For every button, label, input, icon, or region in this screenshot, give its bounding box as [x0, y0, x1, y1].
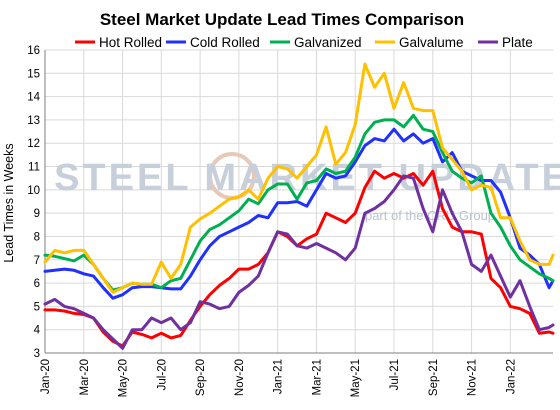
y-tick-label: 15 — [27, 68, 40, 80]
x-tick-label: Nov-20 — [234, 359, 246, 396]
legend-label-galvalume: Galvalume — [399, 35, 464, 50]
x-tick-label: Mar-21 — [311, 359, 323, 395]
series-lines — [43, 62, 555, 350]
y-tick-label: 5 — [34, 301, 40, 313]
x-tick-label: Jul-21 — [389, 359, 401, 390]
y-tick-label: 6 — [34, 278, 40, 290]
series-line-cold-rolled — [43, 127, 555, 300]
y-tick-label: 7 — [34, 255, 40, 267]
y-tick-label: 3 — [34, 348, 40, 360]
y-axis-label: Lead Times in Weeks — [2, 143, 16, 262]
legend-label-galvanized: Galvanized — [294, 35, 362, 50]
x-tick-label: Jan-21 — [273, 359, 285, 394]
y-tick-label: 13 — [27, 115, 40, 127]
x-tick-label: Mar-20 — [79, 359, 91, 395]
chart-title: Steel Market Update Lead Times Compariso… — [100, 10, 464, 29]
series-line-plate — [43, 174, 555, 350]
x-tick-label: Jul-20 — [156, 359, 168, 390]
x-tick-labels: Jan-20 Mar-20 May-20 Jul-20 Sep-20 Nov-20 Jan-… — [40, 359, 517, 397]
y-tick-label: 12 — [27, 138, 40, 150]
y-tick-label: 4 — [34, 325, 41, 337]
watermark-subtext: part of the CRU Group — [365, 208, 495, 223]
y-tick-labels: 3 4 5 6 7 8 9 10 11 12 13 14 15 16 — [27, 45, 40, 360]
legend-label-hot-rolled: Hot Rolled — [99, 35, 162, 50]
y-tick-label: 16 — [27, 45, 40, 57]
series-line-galvalume — [43, 62, 555, 294]
x-tick-label: Jan-20 — [40, 359, 52, 394]
y-tick-label: 8 — [34, 231, 40, 243]
watermark-text: STEEL MARKET UPDATE — [54, 157, 560, 199]
x-tick-label: May-21 — [350, 359, 362, 397]
x-tick-label: May-20 — [118, 359, 130, 397]
x-tick-label: Jan-22 — [505, 359, 517, 394]
y-tick-label: 10 — [27, 185, 40, 197]
legend-label-cold-rolled: Cold Rolled — [190, 35, 260, 50]
x-tick-label: Sep-21 — [428, 359, 440, 396]
y-tick-label: 11 — [28, 162, 40, 174]
legend-label-plate: Plate — [502, 35, 533, 50]
x-tick-label: Sep-20 — [195, 359, 207, 396]
y-tick-label: 14 — [27, 92, 40, 104]
y-tick-label: 9 — [34, 208, 40, 220]
legend: Hot Rolled Cold Rolled Galvanized Galvalume… — [75, 35, 533, 50]
x-tick-label: Nov-21 — [467, 359, 479, 396]
